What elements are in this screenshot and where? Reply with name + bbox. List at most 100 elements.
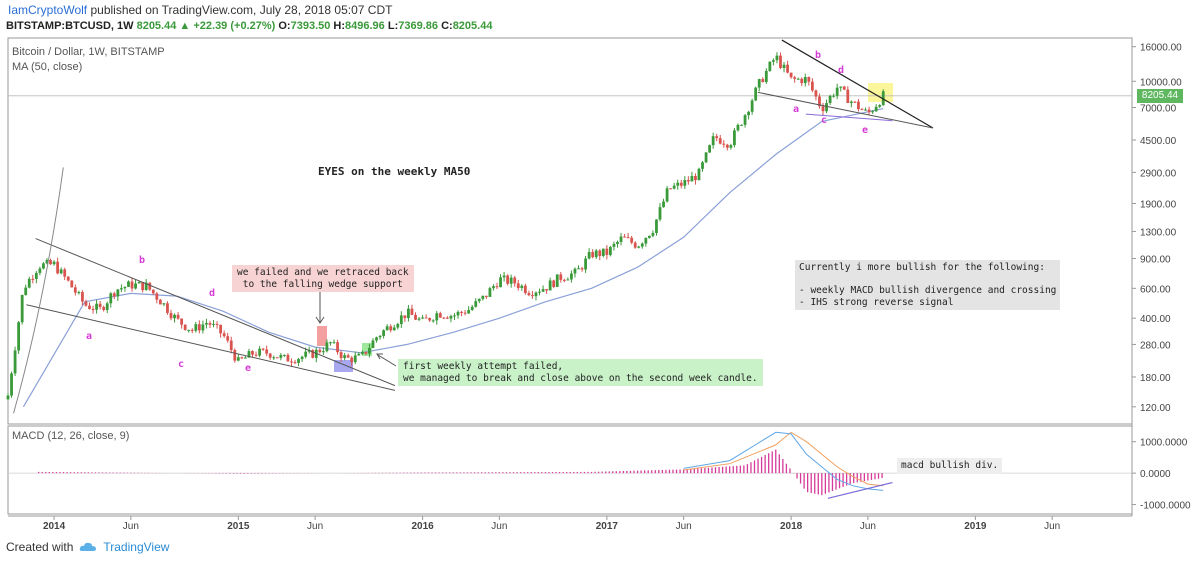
candle-body	[73, 287, 77, 293]
candle-body	[701, 162, 704, 169]
author-link[interactable]: IamCryptoWolf	[8, 3, 88, 17]
price-tick-label: 1300.00	[1140, 227, 1177, 238]
candle-body	[867, 109, 871, 113]
candle-body	[683, 180, 687, 186]
candle-body	[261, 348, 265, 350]
candle-body	[42, 263, 45, 269]
candle-body	[27, 278, 31, 288]
candle-body	[396, 324, 400, 328]
candle-body	[655, 219, 658, 233]
candle-body	[608, 246, 612, 255]
candle-body	[392, 327, 396, 331]
wave-label: d	[838, 65, 844, 76]
candle-body	[612, 243, 616, 247]
candle-body	[24, 287, 28, 295]
candle-body	[626, 237, 630, 239]
candle-body	[364, 351, 368, 354]
candle-body	[321, 351, 325, 353]
candle-body	[601, 248, 605, 256]
candle-body	[265, 349, 269, 354]
candle-body	[123, 286, 127, 289]
candle-body	[148, 282, 152, 290]
candle-body	[116, 289, 120, 297]
candle-body	[633, 242, 637, 248]
indicator-title: MA (50, close)	[12, 61, 83, 73]
candle-body	[38, 268, 42, 273]
candle-body	[818, 96, 821, 107]
candle-body	[771, 60, 775, 62]
candle-body	[10, 373, 13, 396]
candle-body	[134, 283, 137, 289]
candle-body	[300, 356, 304, 360]
candle-body	[768, 61, 772, 71]
candle-body	[162, 303, 166, 305]
wedge-2018-lower-line	[757, 91, 934, 129]
tradingview-link[interactable]: TradingView	[103, 540, 170, 554]
candle-body	[290, 361, 293, 363]
candle-body	[555, 274, 559, 287]
macd-signal-line	[683, 431, 884, 487]
macd-div-annotation: macd bullish div.	[897, 458, 1003, 474]
last-price-tag: 8205.44	[1137, 89, 1183, 103]
high-value: 8496.96	[345, 20, 385, 32]
candle-body	[672, 185, 676, 189]
candle-body	[481, 295, 485, 299]
candle-body	[474, 301, 478, 307]
price-tick-label: 900.00	[1140, 254, 1171, 265]
candle-body	[651, 232, 655, 236]
candle-body	[509, 277, 513, 284]
last-price: 8205.44	[136, 20, 177, 32]
price-tick-label: 600.00	[1140, 284, 1171, 295]
candle-body	[6, 395, 10, 400]
candle-body	[112, 293, 116, 297]
candle-body	[467, 309, 471, 314]
panel-title: Bitcoin / Dollar, 1W, BITSTAMP	[12, 46, 165, 58]
candle-body	[814, 90, 818, 97]
candle-body	[743, 115, 747, 125]
candle-body	[807, 77, 811, 82]
candle-body	[453, 315, 456, 317]
candle-body	[119, 288, 123, 290]
wave-label: e	[245, 363, 251, 374]
candle-body	[616, 241, 619, 244]
candle-body	[88, 305, 91, 309]
candle-body	[796, 78, 800, 80]
candle-body	[531, 295, 534, 297]
candle-body	[538, 291, 541, 293]
wedge-2018-upper-line	[781, 39, 934, 129]
price-tick-label: 10000.00	[1140, 77, 1182, 88]
candle-body	[669, 188, 673, 190]
candle-body	[244, 357, 247, 359]
ihs-neckline	[805, 113, 893, 122]
retrace-arrowhead	[315, 316, 325, 324]
candle-body	[711, 136, 715, 146]
candle-body	[286, 354, 290, 362]
candle-body	[566, 279, 570, 281]
candle-body	[109, 293, 113, 304]
candle-body	[640, 243, 644, 247]
candle-body	[233, 350, 237, 361]
candle-body	[297, 359, 300, 363]
candle-body	[853, 101, 857, 103]
published-text: published on TradingView.com, July 28, 2…	[90, 3, 393, 17]
highlight-break	[362, 343, 372, 356]
candle-body	[158, 299, 162, 305]
time-tick-label: Jun	[860, 521, 876, 532]
candle-body	[821, 106, 825, 112]
candle-body	[279, 355, 283, 358]
candle-body	[258, 348, 261, 356]
candle-body	[346, 355, 350, 358]
macd-divergence-line	[827, 481, 893, 499]
parabolic-curve	[13, 167, 64, 414]
time-tick-label: Jun	[491, 521, 507, 532]
failed-annotation: we failed and we retraced back to the fa…	[232, 265, 414, 292]
candle-body	[84, 301, 88, 306]
candle-body	[835, 87, 839, 96]
symbol-label: BITSTAMP:BTCUSD, 1W	[6, 20, 134, 32]
wave-label: c	[178, 359, 184, 370]
candle-body	[580, 268, 584, 270]
candle-body	[268, 353, 272, 358]
candle-body	[750, 100, 754, 112]
candle-body	[385, 326, 389, 331]
candle-body	[573, 268, 577, 274]
